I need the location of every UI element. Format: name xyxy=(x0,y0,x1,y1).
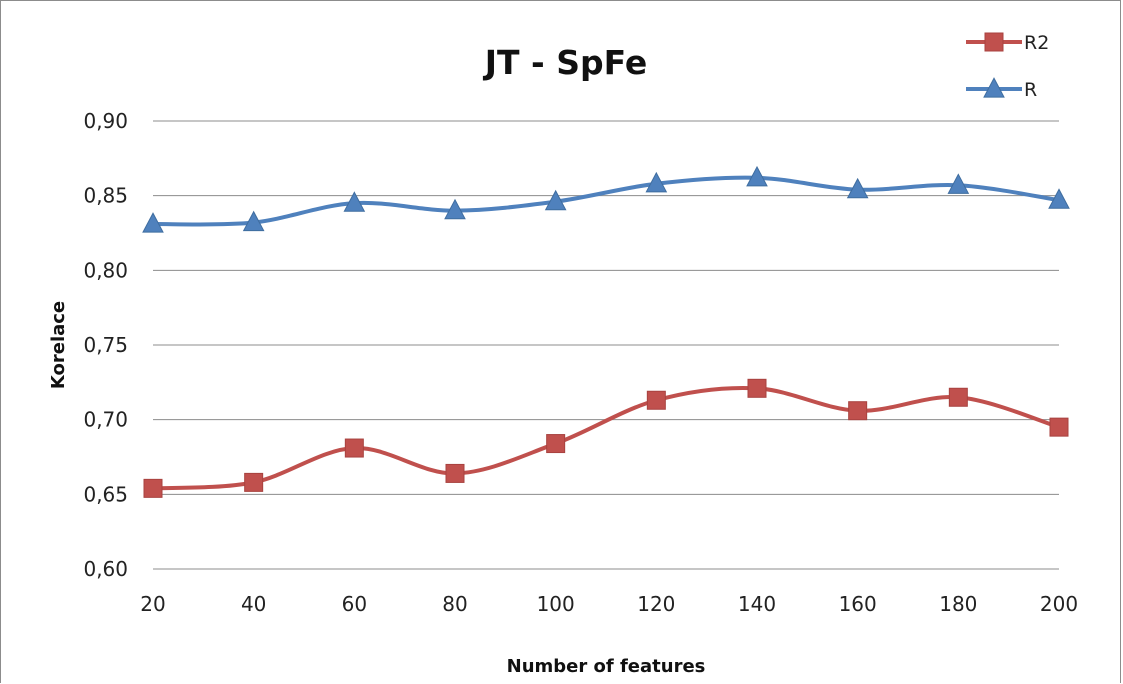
gridlines xyxy=(153,120,1059,570)
x-tick-label: 60 xyxy=(342,592,367,616)
y-tick-label: 0,65 xyxy=(83,482,128,506)
data-point xyxy=(445,463,465,483)
y-tick-label: 0,60 xyxy=(83,557,128,581)
data-point xyxy=(645,171,668,193)
series-layer xyxy=(142,165,1070,498)
legend-marker xyxy=(984,32,1004,52)
legend-item: R2 xyxy=(966,32,1049,54)
x-tick-label: 120 xyxy=(637,592,675,616)
series-R xyxy=(142,165,1070,233)
y-tick-label: 0,70 xyxy=(83,408,128,432)
data-point xyxy=(244,472,264,492)
series-line xyxy=(151,385,1061,491)
x-axis-ticks: 20 40 60 80 100 120 140 160 180 200 xyxy=(140,592,1078,616)
x-tick-label: 180 xyxy=(939,592,977,616)
y-tick-label: 0,85 xyxy=(83,184,128,208)
data-point xyxy=(544,189,567,211)
y-tick-label: 0,80 xyxy=(83,258,128,282)
data-point xyxy=(142,212,164,233)
data-point xyxy=(1049,417,1069,437)
series-R2 xyxy=(143,378,1069,498)
x-tick-label: 20 xyxy=(140,592,165,616)
x-tick-label: 100 xyxy=(537,592,575,616)
legend-marker xyxy=(983,77,1005,98)
data-point xyxy=(1048,188,1070,209)
data-point xyxy=(948,387,968,407)
data-point xyxy=(646,390,666,410)
data-point xyxy=(242,210,265,232)
data-point xyxy=(848,401,868,421)
y-tick-label: 0,75 xyxy=(83,333,128,357)
data-point xyxy=(546,434,566,454)
data-point xyxy=(947,173,970,194)
y-axis-ticks: 0,60 0,65 0,70 0,75 0,80 0,85 0,90 xyxy=(83,109,128,581)
y-axis-title: Korelace xyxy=(48,301,69,389)
legend-label: R2 xyxy=(1024,32,1049,54)
chart-title: JT - SpFe xyxy=(483,43,647,82)
legend: R2 R xyxy=(966,32,1049,101)
data-point xyxy=(444,198,466,220)
data-point xyxy=(747,378,767,398)
x-tick-label: 200 xyxy=(1040,592,1078,616)
data-point xyxy=(344,438,364,458)
data-point xyxy=(746,165,768,187)
legend-item: R xyxy=(966,77,1037,101)
data-point xyxy=(846,177,869,199)
x-tick-label: 160 xyxy=(839,592,877,616)
y-tick-label: 0,90 xyxy=(83,109,128,133)
x-tick-label: 80 xyxy=(442,592,467,616)
x-tick-label: 40 xyxy=(241,592,266,616)
x-tick-label: 140 xyxy=(738,592,776,616)
data-point xyxy=(143,478,163,498)
data-point xyxy=(343,191,366,212)
legend-label: R xyxy=(1024,79,1037,101)
x-axis-title: Number of features xyxy=(507,656,706,677)
series-line xyxy=(151,175,1061,227)
